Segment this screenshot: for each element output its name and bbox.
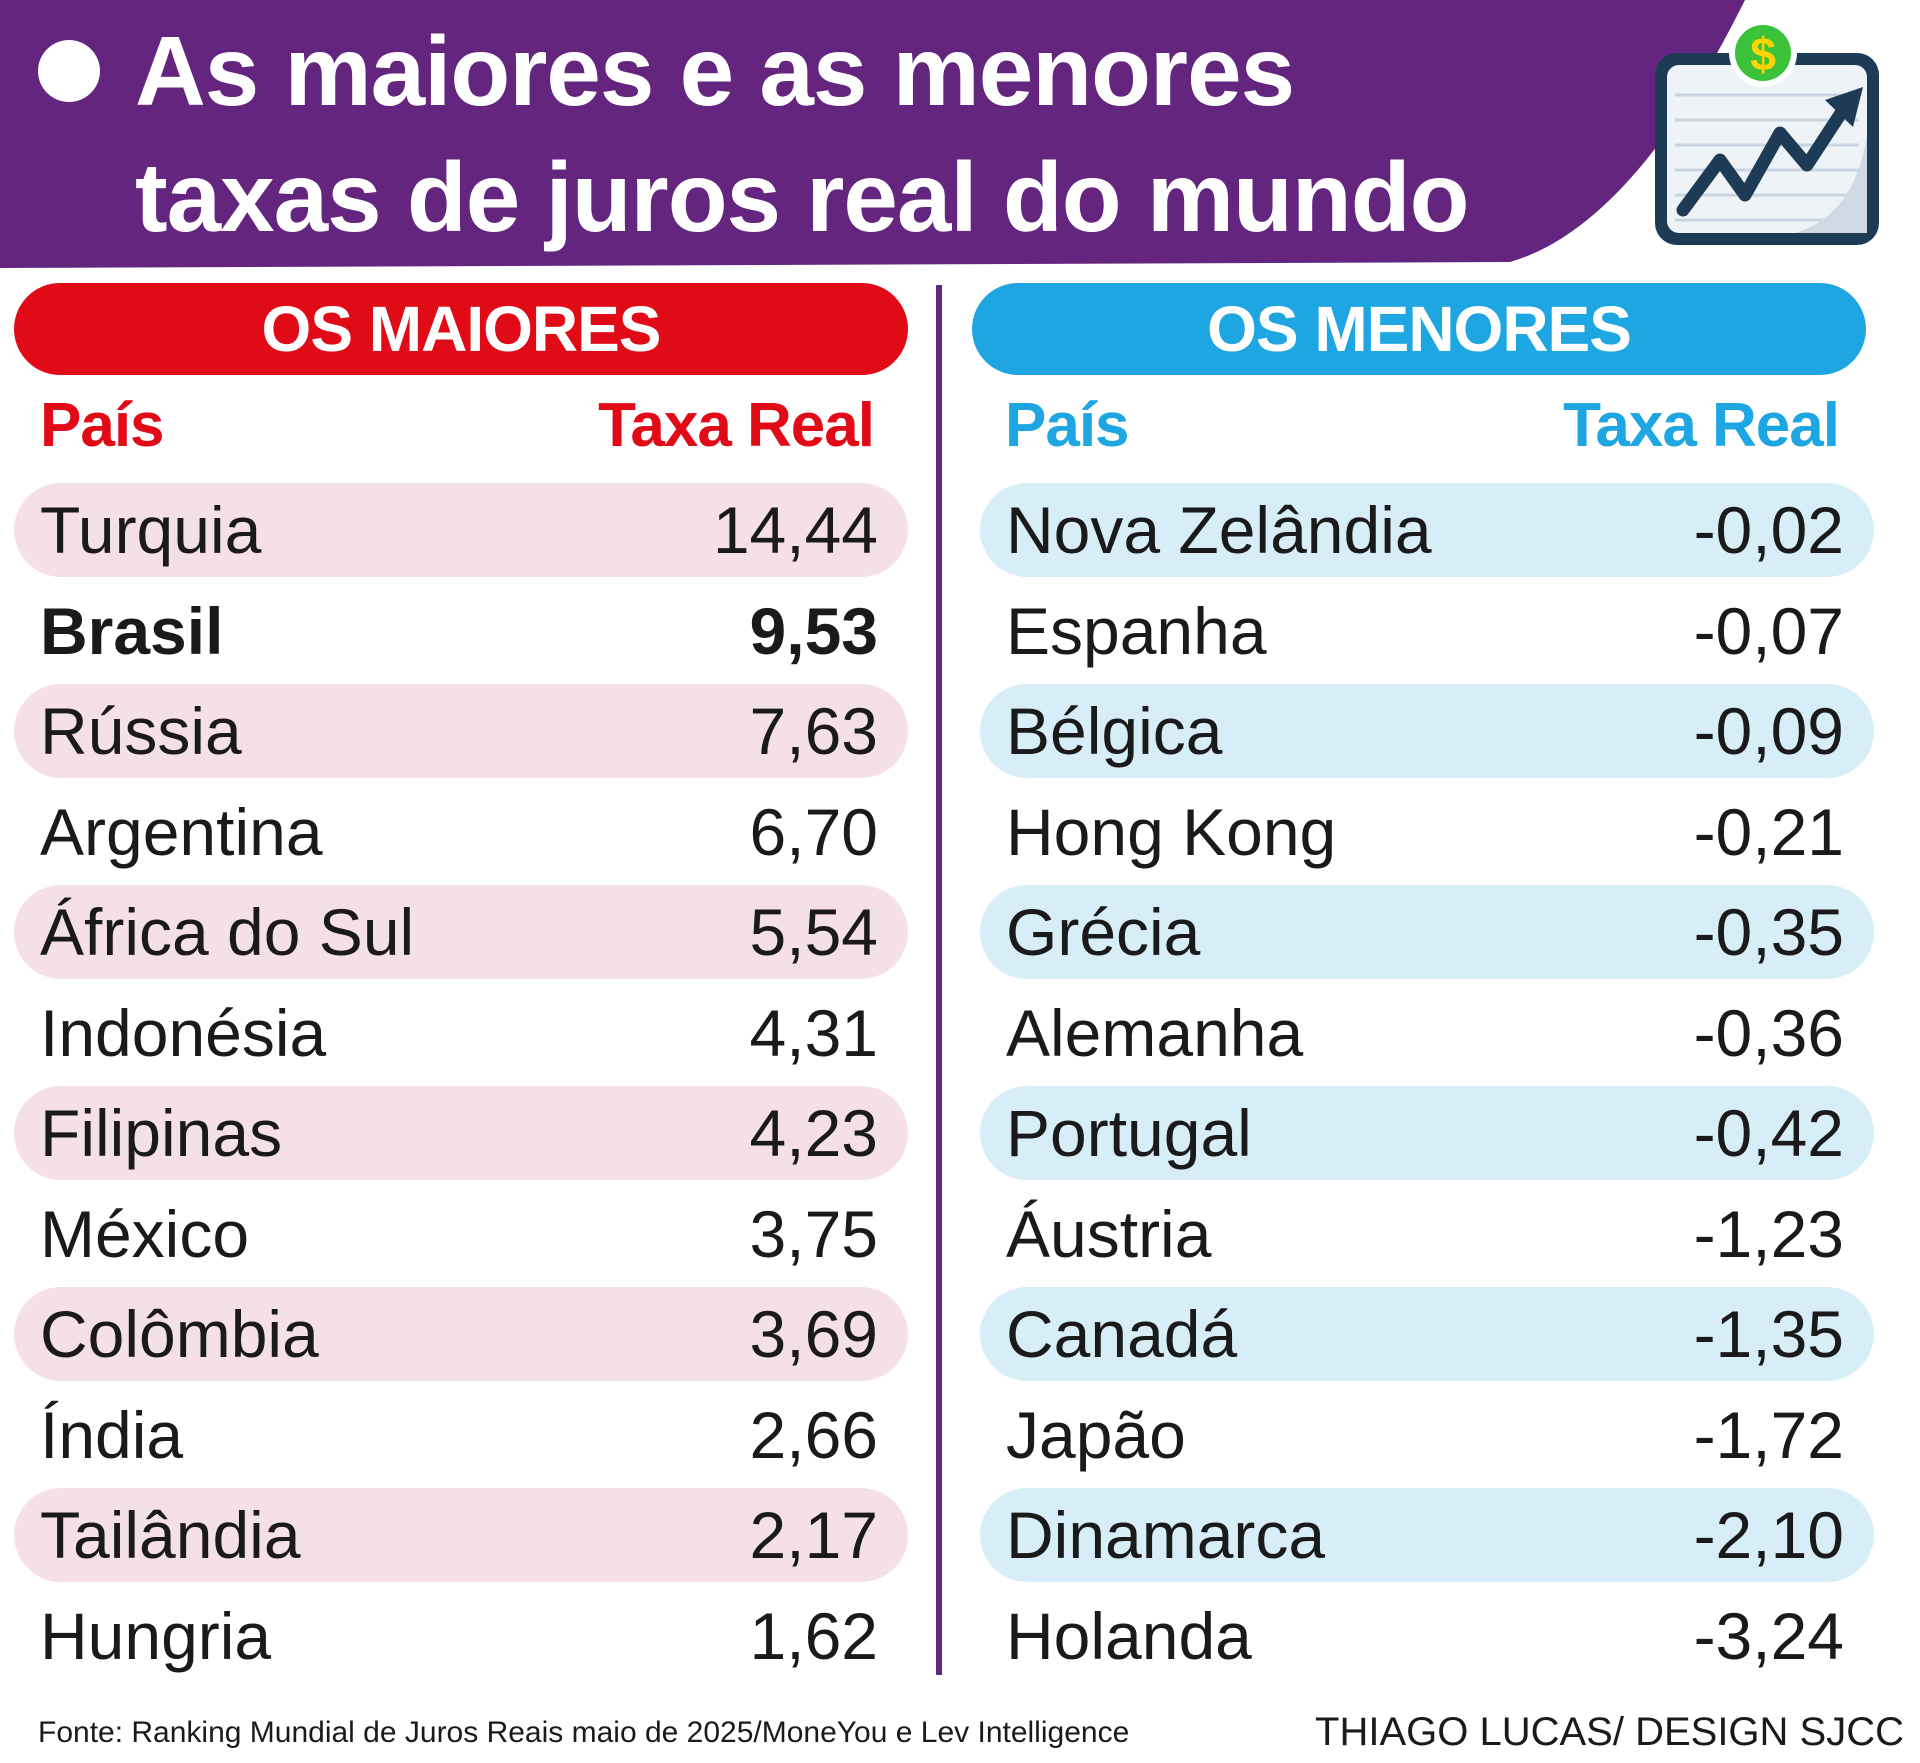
menores-country-cell: Holanda — [1006, 1599, 1252, 1673]
menores-rate-cell: -0,35 — [1693, 895, 1844, 969]
menores-rate-cell: -3,24 — [1693, 1599, 1844, 1673]
menores-table-row: Alemanha -0,36 — [980, 986, 1874, 1080]
menores-table-row: Portugal -0,42 — [980, 1086, 1874, 1180]
maiores-rate-cell: 3,69 — [749, 1297, 878, 1371]
menores-country-cell: Espanha — [1006, 594, 1267, 668]
menores-table-row: Espanha -0,07 — [980, 584, 1874, 678]
maiores-country-cell: Hungria — [40, 1599, 272, 1673]
menores-table-row: Hong Kong -0,21 — [980, 785, 1874, 879]
maiores-rate-cell: 2,17 — [749, 1498, 878, 1572]
maiores-table-row: Rússia 7,63 — [14, 684, 908, 778]
menores-country-cell: Japão — [1006, 1398, 1186, 1472]
menores-country-cell: Portugal — [1006, 1096, 1252, 1170]
maiores-table-row: Tailândia 2,17 — [14, 1488, 908, 1582]
menores-rate-cell: -0,02 — [1693, 493, 1844, 567]
menores-rate-cell: -1,35 — [1693, 1297, 1844, 1371]
menores-rate-cell: -0,36 — [1693, 996, 1844, 1070]
svg-text:$: $ — [1750, 28, 1776, 80]
menores-rate-cell: -0,07 — [1693, 594, 1844, 668]
menores-heading: OS MENORES — [972, 283, 1866, 375]
maiores-country-cell: México — [40, 1197, 250, 1271]
menores-country-cell: Dinamarca — [1006, 1498, 1326, 1572]
rising-chart-dollar-icon: $ — [1655, 19, 1879, 245]
column-divider — [936, 285, 942, 1675]
menores-country-cell: Grécia — [1006, 895, 1201, 969]
maiores-country-cell: Argentina — [40, 795, 323, 869]
maiores-rate-cell: 9,53 — [749, 594, 878, 668]
maiores-country-cell: Rússia — [40, 694, 242, 768]
menores-table-row: Dinamarca -2,10 — [980, 1488, 1874, 1582]
menores-country-cell: Nova Zelândia — [1006, 493, 1432, 567]
maiores-col-rate-header: Taxa Real — [598, 391, 875, 460]
menores-col-rate-header: Taxa Real — [1563, 391, 1840, 460]
maiores-table-row: Hungria 1,62 — [14, 1589, 908, 1683]
menores-rate-cell: -0,42 — [1693, 1096, 1844, 1170]
menores-rate-cell: -1,72 — [1693, 1398, 1844, 1472]
menores-country-cell: Bélgica — [1006, 694, 1223, 768]
maiores-table-row: Turquia 14,44 — [14, 483, 908, 577]
header-banner: As maiores e as menores taxas de juros r… — [0, 0, 1920, 275]
menores-table-row: Áustria -1,23 — [980, 1187, 1874, 1281]
menores-country-cell: Áustria — [1006, 1197, 1212, 1271]
maiores-rate-cell: 5,54 — [749, 895, 878, 969]
menores-rate-cell: -0,21 — [1693, 795, 1844, 869]
title-bullet — [38, 40, 100, 102]
maiores-rate-cell: 1,62 — [749, 1599, 878, 1673]
design-credit: THIAGO LUCAS/ DESIGN SJCC — [1315, 1710, 1904, 1754]
maiores-table-row: Índia 2,66 — [14, 1388, 908, 1482]
maiores-rate-cell: 4,23 — [749, 1096, 878, 1170]
menores-rate-cell: -2,10 — [1693, 1498, 1844, 1572]
menores-rate-cell: -0,09 — [1693, 694, 1844, 768]
maiores-country-cell: Turquia — [40, 493, 262, 567]
menores-country-cell: Alemanha — [1006, 996, 1304, 1070]
menores-table-row: Nova Zelândia -0,02 — [980, 483, 1874, 577]
title-line-1: As maiores e as menores — [135, 16, 1295, 126]
source-note: Fonte: Ranking Mundial de Juros Reais ma… — [38, 1716, 1130, 1749]
maiores-rate-cell: 3,75 — [749, 1197, 878, 1271]
maiores-rate-cell: 2,66 — [749, 1398, 878, 1472]
menores-table-row: Japão -1,72 — [980, 1388, 1874, 1482]
maiores-rate-cell: 4,31 — [749, 996, 878, 1070]
menores-table-row: Holanda -3,24 — [980, 1589, 1874, 1683]
maiores-country-cell: Filipinas — [40, 1096, 283, 1170]
maiores-table-row: África do Sul 5,54 — [14, 885, 908, 979]
maiores-rate-cell: 7,63 — [749, 694, 878, 768]
menores-country-cell: Hong Kong — [1006, 795, 1337, 869]
maiores-country-cell: Tailândia — [40, 1498, 301, 1572]
maiores-table-row: Filipinas 4,23 — [14, 1086, 908, 1180]
maiores-country-cell: Brasil — [40, 594, 224, 668]
maiores-heading: OS MAIORES — [14, 283, 908, 375]
banner-shape — [0, 0, 1745, 268]
menores-table-row: Bélgica -0,09 — [980, 684, 1874, 778]
maiores-table-row: Colômbia 3,69 — [14, 1287, 908, 1381]
maiores-country-cell: África do Sul — [40, 895, 415, 969]
maiores-table-row: Brasil 9,53 — [14, 584, 908, 678]
maiores-country-cell: Colômbia — [40, 1297, 319, 1371]
maiores-rate-cell: 6,70 — [749, 795, 878, 869]
maiores-rate-cell: 14,44 — [712, 493, 878, 567]
title-line-2: taxas de juros real do mundo — [135, 142, 1469, 252]
maiores-table-row: Argentina 6,70 — [14, 785, 908, 879]
maiores-country-cell: Indonésia — [40, 996, 327, 1070]
menores-col-country-header: País — [1005, 391, 1130, 460]
maiores-table-row: México 3,75 — [14, 1187, 908, 1281]
menores-table-row: Grécia -0,35 — [980, 885, 1874, 979]
maiores-country-cell: Índia — [40, 1398, 184, 1472]
menores-rate-cell: -1,23 — [1693, 1197, 1844, 1271]
maiores-table-row: Indonésia 4,31 — [14, 986, 908, 1080]
menores-country-cell: Canadá — [1006, 1297, 1238, 1371]
maiores-col-country-header: País — [40, 391, 165, 460]
menores-table-row: Canadá -1,35 — [980, 1287, 1874, 1381]
